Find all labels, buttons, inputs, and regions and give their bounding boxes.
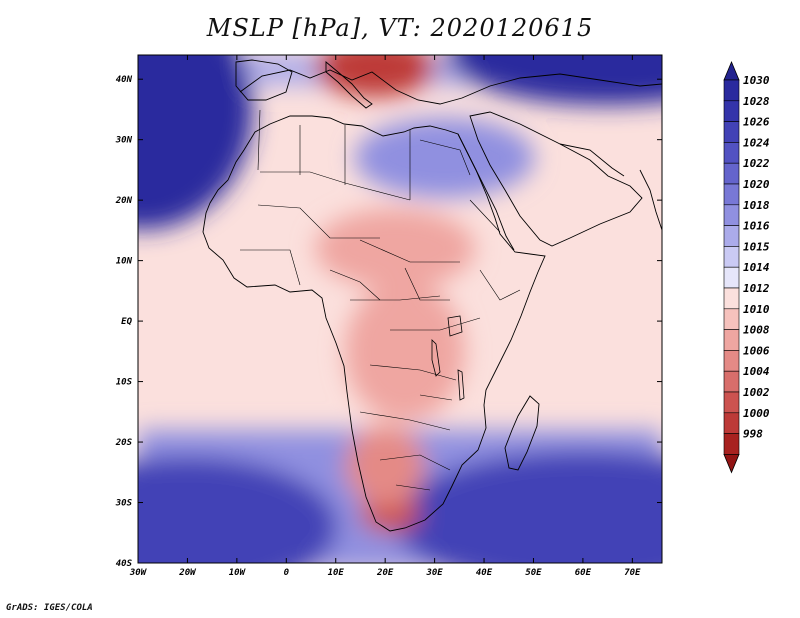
colorbar-swatch-1026	[723, 121, 740, 143]
colorbar-swatch-1010	[723, 308, 740, 330]
pressure-centre-congo-trough	[344, 281, 465, 422]
lat-tick-label: 40N	[116, 75, 133, 85]
lat-tick-label: 10S	[116, 378, 133, 388]
pressure-centre-southern-africa-low	[360, 496, 421, 533]
colorbar-label-1026: 1026	[743, 116, 770, 129]
colorbar-swatch-1022	[723, 162, 740, 185]
pressure-centre-saharan-ridge	[354, 117, 535, 198]
colorbar-bottom-arrow	[723, 453, 740, 474]
pressure-blobs	[138, 55, 662, 563]
lon-tick-label: 30W	[129, 568, 148, 578]
lon-tick-label: 10E	[328, 568, 345, 578]
lon-tick-label: 50E	[525, 568, 542, 578]
colorbar-label-1028: 1028	[743, 95, 770, 108]
iberia-coastline	[235, 59, 293, 101]
colorbar-label-1018: 1018	[743, 199, 770, 212]
lon-tick-label: 30E	[425, 568, 443, 578]
india-coastline	[639, 169, 663, 231]
colorbar-top-arrow	[723, 60, 740, 81]
lat-tick-label: 20N	[115, 196, 133, 206]
persian-gulf-coastline	[559, 143, 625, 177]
madagascar-coastline	[504, 395, 540, 471]
colorbar-swatch-1015	[723, 246, 740, 268]
colorbar-label-1004: 1004	[743, 365, 770, 378]
lake-victoria	[447, 315, 463, 337]
longitude-axis: 30W 20W 10W 0 10E 20E 30E 40E 50E 60E 70E	[129, 55, 641, 578]
lon-tick-label: 70E	[624, 568, 641, 578]
colorbar-swatch-1012	[723, 287, 740, 310]
lat-tick-label: EQ	[121, 317, 132, 327]
lat-tick-label: 30S	[115, 499, 133, 509]
pressure-centre-south-atlantic-high	[138, 456, 338, 563]
lat-tick-label: 40S	[116, 559, 133, 569]
colorbar-label-1002: 1002	[743, 386, 770, 399]
lon-tick-label: 60E	[575, 568, 592, 578]
lon-tick-label: 0	[284, 568, 290, 578]
colorbar-label-1010: 1010	[743, 303, 770, 316]
coastlines	[202, 59, 663, 532]
colorbar-swatch-1020	[723, 183, 740, 206]
europe-coastline	[239, 69, 663, 105]
colorbar-label-1008: 1008	[743, 324, 770, 337]
colorbar: 1030 1028 1026 1024 1022 1020 1018 1016 1015 1014…	[723, 60, 770, 474]
colorbar-swatch-1014	[723, 266, 740, 289]
colorbar-swatch-1006	[723, 350, 740, 372]
colorbar-swatch-1030	[723, 79, 740, 102]
lon-tick-label: 40E	[476, 568, 493, 578]
lon-tick-label: 20W	[178, 568, 197, 578]
lat-tick-label: 10N	[116, 257, 133, 267]
colorbar-label-1022: 1022	[743, 157, 770, 170]
pressure-field	[138, 55, 662, 563]
plot-frame	[137, 54, 663, 564]
colorbar-label-1006: 1006	[743, 344, 770, 357]
colorbar-label-1030: 1030	[743, 74, 770, 87]
colorbar-swatch-1004	[723, 370, 740, 393]
colorbar-label-998: 998	[743, 428, 763, 441]
colorbar-swatch-1024	[723, 142, 740, 164]
colorbar-swatch-1016	[723, 225, 740, 247]
colorbar-swatch-998	[723, 433, 740, 455]
red-sea-coastline	[457, 133, 515, 251]
country-borders	[240, 109, 521, 491]
pressure-centre-atlantic-high	[138, 55, 253, 230]
pressure-centre-asian-high	[447, 55, 662, 105]
africa-coastline	[202, 115, 546, 532]
pressure-centre-kalahari-low	[345, 426, 426, 507]
colorbar-label-1015: 1015	[743, 240, 770, 253]
colorbar-swatch-1000	[723, 412, 740, 434]
arabia-coastline	[469, 111, 643, 247]
grads-credit: GrADS: IGES/COLA	[6, 603, 93, 613]
lake-malawi	[457, 369, 465, 401]
colorbar-label-1000: 1000	[743, 407, 770, 420]
colorbar-label-1016: 1016	[743, 220, 770, 233]
lake-tanganyika	[431, 339, 441, 377]
pressure-centre-mediterranean-low	[315, 55, 436, 98]
colorbar-swatch-1028	[723, 100, 740, 122]
colorbar-label-1012: 1012	[743, 282, 770, 295]
colorbar-swatch-1008	[723, 329, 740, 351]
colorbar-label-1014: 1014	[743, 261, 770, 274]
lon-tick-label: 10W	[229, 568, 247, 578]
lat-tick-label: 30N	[115, 136, 133, 146]
lon-tick-label: 20E	[376, 568, 394, 578]
colorbar-swatch-1018	[723, 204, 740, 226]
colorbar-label-1020: 1020	[743, 178, 770, 191]
colorbar-label-1024: 1024	[743, 136, 770, 149]
latitude-axis: 40N 30N 20N 10N EQ 10S 20S 30S 40S	[115, 75, 662, 569]
map-title: MSLP [hPa], VT: 2020120615	[206, 14, 594, 42]
italy-coastline	[325, 61, 373, 109]
pressure-centre-indian-ocean-high	[392, 450, 662, 563]
colorbar-swatch-1002	[723, 391, 740, 414]
pressure-centre-sudan-low	[315, 208, 476, 289]
lat-tick-label: 20S	[115, 438, 133, 448]
